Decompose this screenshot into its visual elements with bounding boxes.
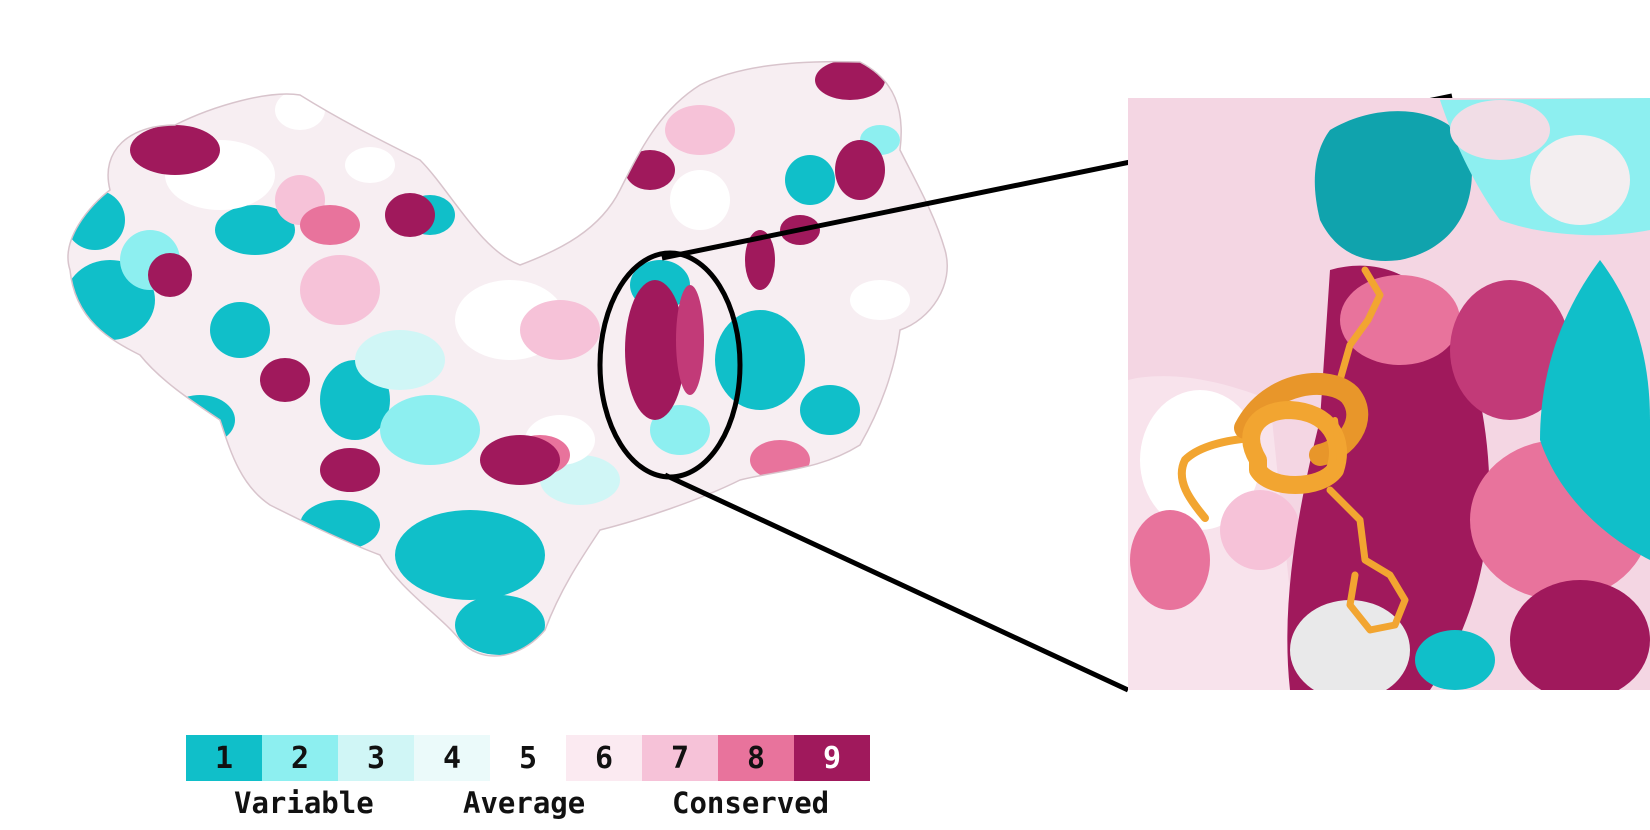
legend-bin-9: 9 — [794, 735, 870, 781]
legend-label-average: Average — [463, 786, 586, 820]
legend-bin-5: 5 — [490, 735, 566, 781]
legend-labels: Variable Average Conserved — [0, 786, 1650, 826]
legend-bin-2: 2 — [262, 735, 338, 781]
binding-site-inset — [1128, 98, 1650, 690]
legend-bin-1: 1 — [186, 735, 262, 781]
legend-bin-3: 3 — [338, 735, 414, 781]
legend-label-variable: Variable — [234, 786, 374, 820]
legend-bin-7: 7 — [642, 735, 718, 781]
protein-surface — [68, 61, 948, 657]
protein-outline — [67, 60, 948, 657]
legend-bin-6: 6 — [566, 735, 642, 781]
ligand-peptide — [1177, 266, 1409, 634]
legend-bin-4: 4 — [414, 735, 490, 781]
legend-bin-8: 8 — [718, 735, 794, 781]
conservation-legend: 1 2 3 4 5 6 7 8 9 — [186, 735, 870, 781]
callout-line-bottom — [663, 472, 1130, 693]
legend-label-conserved: Conserved — [672, 786, 830, 820]
